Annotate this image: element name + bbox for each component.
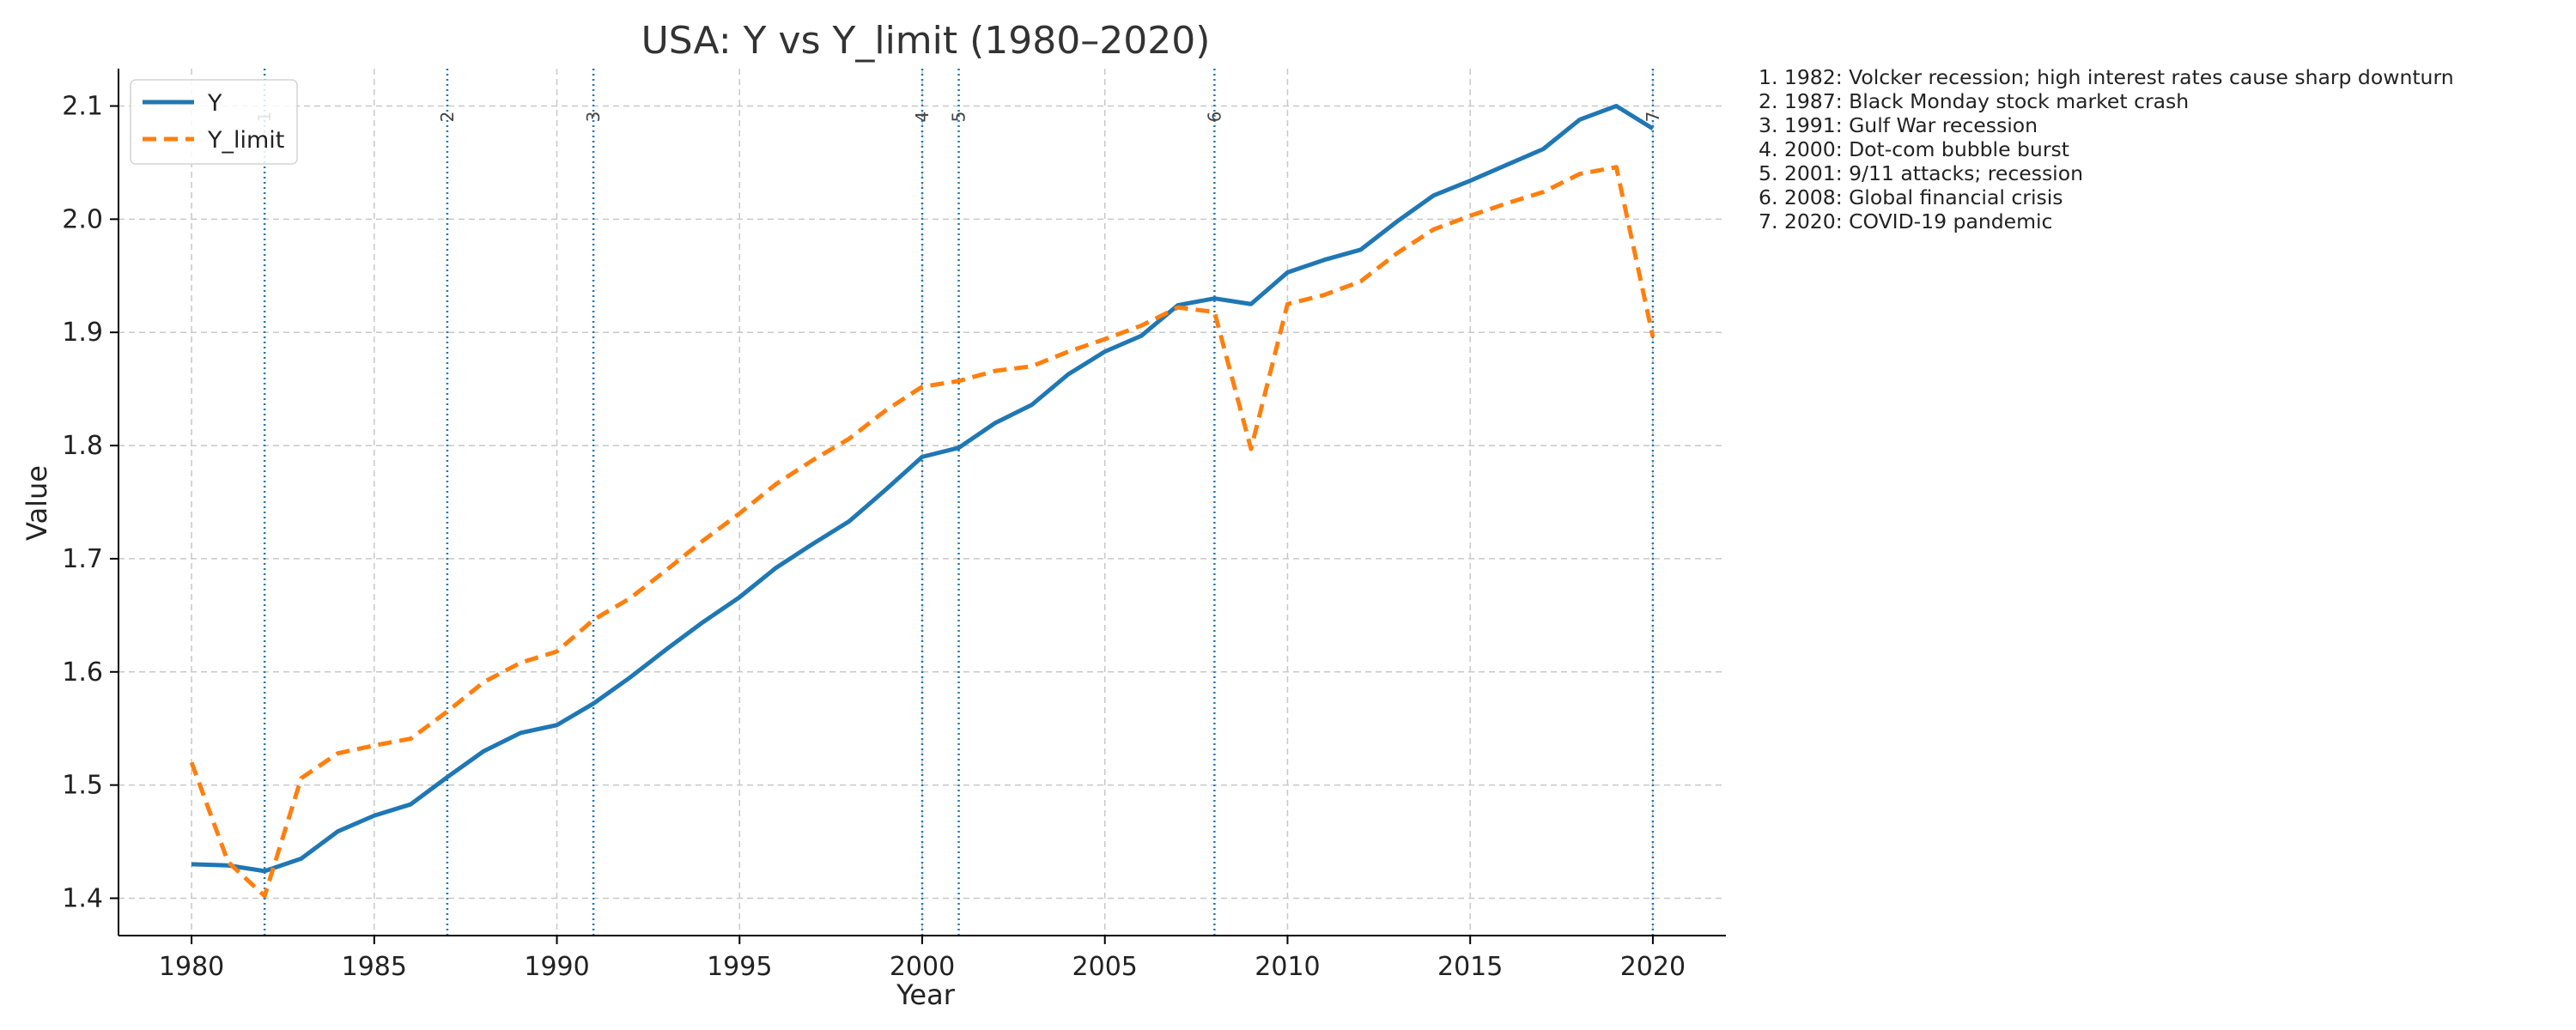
x-tick-label: 2015 — [1437, 952, 1503, 982]
x-tick-label: 2005 — [1072, 952, 1138, 982]
y-tick-label: 1.8 — [62, 431, 103, 461]
x-tick-label: 1990 — [524, 952, 589, 982]
legend-label: Y — [207, 90, 222, 117]
y-tick-label: 2.1 — [62, 92, 103, 122]
y-tick-label: 1.4 — [62, 883, 103, 913]
event-annotation: 3. 1991: Gulf War recession — [1759, 113, 2038, 137]
event-number-3: 3 — [583, 112, 604, 123]
x-tick-label: 1980 — [159, 952, 224, 982]
event-number-2: 2 — [437, 112, 458, 123]
event-number-7: 7 — [1643, 112, 1663, 123]
event-annotation: 5. 2001: 9/11 attacks; recession — [1759, 161, 2083, 185]
event-annotation: 2. 1987: Black Monday stock market crash — [1759, 89, 2190, 113]
y-tick-label: 1.9 — [62, 318, 103, 348]
event-annotation: 1. 1982: Volcker recession; high interes… — [1759, 65, 2454, 89]
x-tick-label: 2000 — [890, 952, 955, 982]
y-tick-label: 1.7 — [62, 544, 103, 574]
y-axis-label: Value — [21, 465, 53, 541]
series-line-y — [191, 104, 1655, 874]
event-annotation: 7. 2020: COVID-19 pandemic — [1759, 209, 2053, 233]
x-tick-label: 1995 — [707, 952, 772, 982]
event-annotation: 4. 2000: Dot-com bubble burst — [1759, 137, 2069, 161]
x-axis-label: Year — [896, 978, 956, 1011]
event-annotation: 6. 2008: Global financial crisis — [1759, 185, 2063, 209]
event-number-4: 4 — [912, 112, 933, 123]
x-tick-label: 2020 — [1620, 952, 1686, 982]
event-number-5: 5 — [949, 112, 969, 123]
x-tick-label: 2010 — [1255, 952, 1320, 982]
series-line-y-limit — [189, 165, 1656, 899]
x-tick-label: 1985 — [342, 952, 407, 982]
y-tick-label: 1.6 — [62, 657, 103, 688]
event-markers: 1234567 — [254, 69, 1663, 936]
tick-labels: 1980 1985 1990 1995 2000 2005 2010 2015 2020 1.4 1… — [62, 92, 1686, 982]
y-tick-label: 2.0 — [62, 204, 103, 234]
y-tick-label: 1.5 — [62, 771, 103, 801]
event-annotations: 1. 1982: Volcker recession; high interes… — [1759, 65, 2454, 233]
axes — [110, 69, 1726, 944]
legend-label: Y_limit — [207, 127, 284, 154]
series-lines — [189, 104, 1656, 899]
legend: Y Y_limit — [130, 79, 298, 165]
chart-title: USA: Y vs Y_limit (1980–2020) — [641, 19, 1211, 63]
event-number-6: 6 — [1204, 112, 1224, 123]
